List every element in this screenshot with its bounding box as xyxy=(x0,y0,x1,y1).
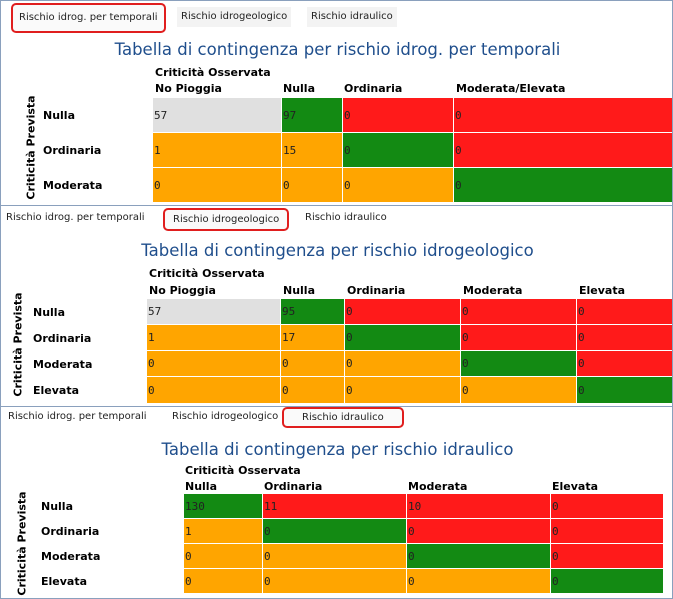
observed-label: Criticità Osservata xyxy=(155,66,271,79)
table-cell: 0 xyxy=(281,351,345,377)
table-cell: 0 xyxy=(454,168,672,203)
table-cell: 0 xyxy=(461,377,577,404)
column-header: Elevata xyxy=(579,284,626,297)
tab-rischio-idrogeologico[interactable]: Rischio idrogeologico xyxy=(163,208,290,231)
table-cell: 0 xyxy=(577,325,672,351)
table-cell: 0 xyxy=(551,519,664,544)
column-header: Moderata xyxy=(408,480,468,493)
panel-idrogeologico: Rischio idrog. per temporali Rischio idr… xyxy=(1,206,672,406)
row-header: Moderata xyxy=(41,550,101,563)
table-cell: 0 xyxy=(454,133,672,168)
observed-label: Criticità Osservata xyxy=(185,464,301,477)
table-cell: 0 xyxy=(551,544,664,569)
column-header: Nulla xyxy=(185,480,218,493)
table-cell: 0 xyxy=(263,519,407,544)
table-cell: 0 xyxy=(407,569,551,594)
row-header: Moderata xyxy=(33,358,93,371)
table-title: Tabella di contingenza per rischio idrog… xyxy=(141,241,534,260)
tab-rischio-idraulico[interactable]: Rischio idraulico xyxy=(305,212,387,223)
column-header: No Pioggia xyxy=(155,82,222,95)
table-cell: 0 xyxy=(407,544,551,569)
table-title: Tabella di contingenza per rischio idrau… xyxy=(161,440,514,459)
column-header: Moderata xyxy=(463,284,523,297)
table-cell: 0 xyxy=(153,168,282,203)
tab-rischio-idrog-temporali[interactable]: Rischio idrog. per temporali xyxy=(6,212,145,223)
row-header: Ordinaria xyxy=(43,144,102,157)
row-header: Elevata xyxy=(33,384,80,397)
table-cell: 0 xyxy=(461,351,577,377)
table-cell: 0 xyxy=(282,168,343,203)
row-header: Ordinaria xyxy=(33,332,92,345)
column-header: No Pioggia xyxy=(149,284,216,297)
row-header: Nulla xyxy=(43,109,76,122)
table-cell: 0 xyxy=(147,351,281,377)
table-cell: 0 xyxy=(454,98,672,133)
column-header: Nulla xyxy=(283,82,316,95)
table-cell: 17 xyxy=(281,325,345,351)
column-header: Moderata/Elevata xyxy=(456,82,566,95)
table-cell: 0 xyxy=(461,299,577,325)
table-cell: 0 xyxy=(345,299,461,325)
panel-divider xyxy=(1,406,672,407)
table-cell: 0 xyxy=(577,299,672,325)
tab-rischio-idraulico[interactable]: Rischio idraulico xyxy=(282,407,404,428)
table-cell: 95 xyxy=(281,299,345,325)
column-header: Ordinaria xyxy=(347,284,406,297)
table-cell: 0 xyxy=(263,569,407,594)
column-header: Elevata xyxy=(552,480,599,493)
predicted-label: Criticità Prevista xyxy=(24,95,38,200)
panel-divider xyxy=(1,205,672,206)
column-header: Ordinaria xyxy=(344,82,403,95)
table-cell: 0 xyxy=(577,377,672,404)
table-cell: 0 xyxy=(345,351,461,377)
table-cell: 0 xyxy=(281,377,345,404)
table-cell: 57 xyxy=(147,299,281,325)
table-cell: 97 xyxy=(282,98,343,133)
table-cell: 130 xyxy=(184,494,263,519)
table-cell: 0 xyxy=(345,377,461,404)
table-cell: 1 xyxy=(147,325,281,351)
table-cell: 0 xyxy=(343,98,454,133)
tab-rischio-idrog-temporali[interactable]: Rischio idrog. per temporali xyxy=(11,3,166,33)
row-header: Nulla xyxy=(41,500,74,513)
table-cell: 11 xyxy=(263,494,407,519)
row-header: Elevata xyxy=(41,575,88,588)
tab-rischio-idraulico[interactable]: Rischio idraulico xyxy=(307,7,397,27)
table-cell: 1 xyxy=(184,519,263,544)
table-cell: 0 xyxy=(184,569,263,594)
table-cell: 0 xyxy=(461,325,577,351)
predicted-label: Criticità Prevista xyxy=(11,292,25,397)
observed-label: Criticità Osservata xyxy=(149,267,265,280)
table-cell: 0 xyxy=(147,377,281,404)
table-cell: 0 xyxy=(343,133,454,168)
table-cell: 0 xyxy=(551,494,664,519)
table-title: Tabella di contingenza per rischio idrog… xyxy=(114,40,561,59)
table-cell: 57 xyxy=(153,98,282,133)
table-cell: 0 xyxy=(184,544,263,569)
table-cell: 15 xyxy=(282,133,343,168)
tab-rischio-idrogeologico[interactable]: Rischio idrogeologico xyxy=(177,7,292,27)
table-cell: 0 xyxy=(263,544,407,569)
column-header: Ordinaria xyxy=(264,480,323,493)
tab-rischio-idrog-temporali[interactable]: Rischio idrog. per temporali xyxy=(8,411,147,422)
row-header: Ordinaria xyxy=(41,525,100,538)
table-cell: 0 xyxy=(577,351,672,377)
row-header: Nulla xyxy=(33,306,66,319)
table-cell: 0 xyxy=(343,168,454,203)
table-cell: 0 xyxy=(407,519,551,544)
panel-temporali: Rischio idrog. per temporali Rischio idr… xyxy=(1,1,672,205)
tab-rischio-idrogeologico[interactable]: Rischio idrogeologico xyxy=(172,411,279,422)
panel-idraulico: Rischio idrog. per temporali Rischio idr… xyxy=(1,407,672,598)
table-cell: 10 xyxy=(407,494,551,519)
table-cell: 0 xyxy=(345,325,461,351)
column-header: Nulla xyxy=(283,284,316,297)
predicted-label: Criticità Prevista xyxy=(15,491,29,596)
table-cell: 0 xyxy=(551,569,664,594)
table-cell: 1 xyxy=(153,133,282,168)
row-header: Moderata xyxy=(43,179,103,192)
